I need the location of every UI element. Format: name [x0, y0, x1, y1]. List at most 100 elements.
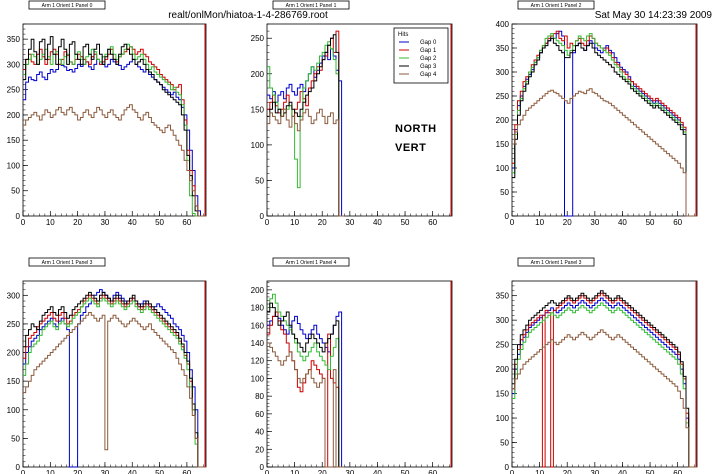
panel-title: Arm 1 Orient 1 Panel 1 — [286, 3, 337, 9]
panel-title: Arm 1 Orient 1 Panel 3 — [531, 260, 582, 266]
y-tick-label: 100 — [496, 164, 510, 173]
series-gap-3 — [23, 36, 206, 217]
panel-3: Arm 1 Orient 1 Panel 3050100150200250300… — [7, 257, 207, 474]
x-tick-label: 20 — [73, 469, 82, 474]
y-tick-label: 350 — [7, 35, 21, 44]
y-tick-label: 200 — [251, 286, 265, 295]
x-tick-label: 60 — [182, 469, 191, 474]
y-tick-label: 100 — [496, 414, 510, 423]
panel-1: Arm 1 Orient 1 Panel 1 0 50 100 150 200 250 0 10… — [251, 0, 453, 227]
x-tick-label: 20 — [563, 469, 572, 474]
y-tick-label: 150 — [496, 140, 510, 149]
y-tick-label: 50 — [255, 176, 264, 185]
x-tick-label: 40 — [618, 218, 627, 227]
x-tick-label: 10 — [535, 469, 544, 474]
panel-title-box — [272, 257, 350, 267]
series-gap-2 — [267, 293, 345, 468]
x-tick-label: 50 — [401, 218, 410, 227]
x-tick-label: 40 — [373, 218, 382, 227]
x-tick-label: 20 — [563, 218, 572, 227]
panel-title-box — [517, 257, 595, 267]
x-tick-label: 60 — [673, 218, 682, 227]
y-tick-label: 180 — [251, 304, 265, 313]
panel-4: Arm 1 Orient 1 Panel 4020406080100120140… — [251, 257, 453, 474]
panel-0: Arm 1 Orient 1 Panel 0050100150200250300… — [7, 0, 207, 227]
legend-entry-3: Gap 3 — [420, 64, 437, 70]
y-tick-label: 50 — [500, 188, 509, 197]
series-gap-3 — [267, 302, 345, 468]
legend-title: Hits — [398, 32, 408, 38]
x-tick-label: 30 — [100, 469, 109, 474]
series-gap-0 — [267, 48, 345, 217]
x-tick-label: 20 — [73, 218, 82, 227]
y-tick-label: 50 — [500, 439, 509, 448]
x-tick-label: 50 — [401, 469, 410, 474]
y-tick-label: 350 — [496, 44, 510, 53]
x-tick-label: 20 — [318, 469, 327, 474]
series-gap-2 — [512, 33, 697, 217]
x-tick-label: 30 — [590, 469, 599, 474]
x-tick-label: 50 — [155, 469, 164, 474]
y-tick-label: 140 — [251, 339, 265, 348]
x-tick-label: 10 — [46, 469, 55, 474]
x-tick-label: 50 — [646, 218, 655, 227]
y-tick-label: 20 — [255, 445, 264, 454]
series-gap-2 — [512, 302, 697, 468]
panel-title: Arm 1 Orient 1 Panel 0 — [42, 3, 93, 9]
vert-annotation: VERT — [395, 142, 427, 154]
x-tick-label: 10 — [290, 218, 299, 227]
y-tick-label: 0 — [260, 212, 265, 221]
x-tick-label: 40 — [618, 469, 627, 474]
y-tick-label: 0 — [505, 463, 510, 472]
x-tick-label: 30 — [345, 469, 354, 474]
series-gap-3 — [512, 290, 697, 468]
north-annotation: NORTH — [395, 123, 437, 135]
panel-title: Arm 1 Orient 1 Panel 2 — [531, 3, 582, 9]
y-tick-label: 300 — [496, 316, 510, 325]
y-tick-label: 400 — [496, 20, 510, 29]
panel-title: Arm 1 Orient 1 Panel 3 — [42, 260, 93, 266]
panel-title-box — [517, 0, 595, 10]
y-tick-label: 0 — [16, 212, 21, 221]
x-tick-label: 60 — [428, 469, 437, 474]
x-tick-label: 30 — [345, 218, 354, 227]
panel-title-box — [272, 0, 350, 10]
y-tick-label: 50 — [11, 187, 20, 196]
legend-entry-2: Gap 2 — [420, 56, 437, 62]
y-tick-label: 80 — [255, 392, 264, 401]
y-tick-label: 150 — [251, 105, 265, 114]
series-gap-3 — [267, 34, 345, 217]
y-tick-label: 200 — [496, 116, 510, 125]
x-tick-label: 50 — [155, 218, 164, 227]
x-tick-label: 60 — [182, 218, 191, 227]
y-tick-label: 350 — [496, 292, 510, 301]
file-name-label: realt/onlMon/hiatoa-1-4-286769.root — [168, 10, 328, 21]
y-tick-label: 150 — [496, 390, 510, 399]
y-tick-label: 120 — [251, 357, 265, 366]
x-tick-label: 10 — [46, 218, 55, 227]
plot-frame — [511, 280, 698, 468]
plot-frame — [266, 23, 453, 217]
panel-title-box — [28, 257, 106, 267]
x-tick-label: 30 — [590, 218, 599, 227]
y-tick-label: 200 — [251, 70, 265, 79]
x-tick-label: 0 — [265, 469, 270, 474]
y-tick-label: 160 — [251, 321, 265, 330]
series-gap-0 — [267, 311, 345, 468]
x-tick-label: 0 — [510, 469, 515, 474]
plot-frame — [266, 280, 453, 468]
x-tick-label: 0 — [265, 218, 270, 227]
y-tick-label: 100 — [251, 141, 265, 150]
y-tick-label: 200 — [7, 111, 21, 120]
legend: Hits Gap 0 Gap 1 Gap 2 Gap 3 Gap 4 — [393, 27, 449, 84]
series-gap-2 — [267, 41, 345, 217]
series-gap-2 — [23, 297, 206, 468]
x-tick-label: 40 — [128, 218, 137, 227]
series-gap-0 — [23, 289, 206, 468]
panel-title-box — [28, 0, 106, 10]
y-tick-label: 150 — [7, 136, 21, 145]
y-tick-label: 300 — [7, 291, 21, 300]
y-tick-label: 250 — [496, 341, 510, 350]
y-tick-label: 0 — [16, 463, 21, 472]
